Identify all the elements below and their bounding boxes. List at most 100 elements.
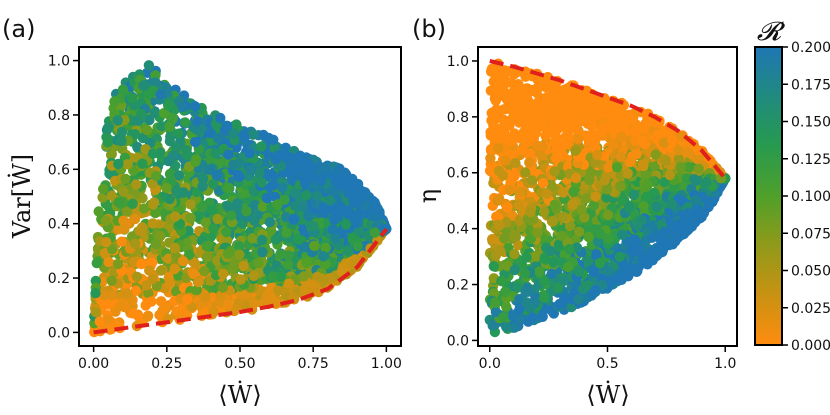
scatter-point	[500, 155, 511, 166]
scatter-point	[150, 77, 161, 88]
scatter-point	[238, 260, 249, 272]
scatter-point	[633, 243, 644, 254]
scatter-point	[352, 191, 364, 202]
scatter-point	[544, 109, 556, 121]
scatter-point	[99, 290, 110, 301]
scatter-point	[112, 115, 123, 126]
y-tick-label: 0.8	[48, 108, 70, 124]
scatter-point	[588, 200, 600, 211]
y-tick-label: 1.0	[48, 54, 70, 70]
scatter-point	[147, 178, 158, 189]
scatter-point	[116, 135, 127, 147]
scatter-point	[188, 268, 199, 280]
scatter-point	[222, 299, 234, 310]
bound-curve-a	[93, 227, 388, 335]
scatter-point	[202, 251, 213, 262]
scatter-point	[330, 233, 341, 244]
scatter-point	[370, 203, 382, 215]
scatter-point	[327, 186, 338, 197]
scatter-point	[501, 301, 512, 312]
scatter-point	[190, 136, 201, 148]
scatter-point	[244, 148, 255, 159]
scatter-point	[118, 215, 129, 226]
scatter-point	[570, 172, 582, 184]
scatter-point	[130, 285, 142, 296]
scatter-point	[493, 91, 504, 102]
scatter-point	[122, 159, 133, 170]
scatter-point	[190, 101, 201, 112]
scatter-point	[534, 266, 545, 277]
scatter-point	[566, 301, 577, 313]
scatter-point	[227, 263, 239, 274]
scatter-point	[105, 324, 117, 335]
scatter-point	[324, 273, 335, 284]
scatter-point	[101, 237, 112, 248]
scatter-point	[233, 240, 245, 252]
y-tick-label: 0.6	[48, 162, 70, 178]
scatter-point	[240, 189, 251, 200]
scatter-point	[228, 159, 239, 170]
scatter-point	[594, 257, 606, 269]
scatter-point	[164, 168, 176, 180]
scatter-point	[318, 202, 329, 213]
scatter-point	[510, 157, 521, 169]
panel-b: 0.0 0.5 1.00.00.20.40.60.81.0 ⟨Ẇ⟩ η	[414, 46, 738, 409]
scatter-point	[183, 225, 194, 237]
scatter-point	[493, 193, 505, 204]
scatter-point	[191, 284, 203, 296]
scatter-point	[273, 150, 284, 161]
scatter-point	[353, 225, 364, 237]
scatter-point	[106, 275, 117, 286]
scatter-point	[626, 265, 638, 276]
y-tick-label: 0.2	[48, 271, 70, 287]
scatter-point	[106, 190, 118, 201]
scatter-point	[256, 141, 267, 152]
scatter-point	[256, 234, 268, 246]
scatter-point	[702, 198, 714, 210]
scatter-point	[268, 180, 279, 191]
scatter-point	[320, 259, 331, 270]
scatter-point	[495, 246, 506, 257]
scatter-point	[94, 316, 105, 327]
scatter-point	[317, 273, 328, 284]
scatter-point	[320, 242, 331, 253]
scatter-point	[512, 282, 523, 293]
scatter-point	[638, 160, 649, 172]
scatter-point	[582, 118, 593, 129]
scatter-point	[257, 246, 268, 258]
scatter-point	[102, 137, 113, 148]
scatter-point	[303, 210, 314, 222]
scatter-point	[117, 84, 129, 95]
scatter-point	[129, 213, 141, 225]
scatter-point	[169, 211, 181, 222]
scatter-point	[329, 214, 340, 225]
scatter-point	[113, 224, 125, 235]
scatter-point	[139, 203, 150, 214]
scatter-point	[131, 179, 142, 190]
scatter-point	[102, 122, 114, 134]
scatter-point	[105, 149, 117, 161]
scatter-point	[169, 263, 180, 275]
scatter-point	[275, 249, 286, 260]
scatter-point	[629, 127, 641, 138]
scatter-point	[190, 156, 201, 167]
scatter-point	[185, 199, 196, 210]
scatter-point	[154, 309, 165, 321]
scatter-point	[140, 299, 152, 311]
scatter-point	[605, 274, 616, 286]
scatter-point	[222, 248, 234, 259]
scatter-point	[294, 150, 306, 161]
scatter-point	[141, 124, 153, 136]
scatter-point	[297, 201, 308, 212]
scatter-point	[485, 153, 496, 164]
x-tick-label: 0.50	[224, 356, 255, 372]
ticks-a: 0.00 0.25 0.50 0.75 1.000.00.20.40.60.81.0	[48, 54, 402, 372]
scatter-point	[557, 149, 568, 160]
scatter-point	[127, 198, 138, 209]
scatter-point	[141, 280, 152, 291]
scatter-point	[283, 250, 294, 261]
scatter-point	[212, 255, 223, 266]
scatter-point	[137, 193, 148, 204]
scatter-point	[161, 182, 172, 194]
